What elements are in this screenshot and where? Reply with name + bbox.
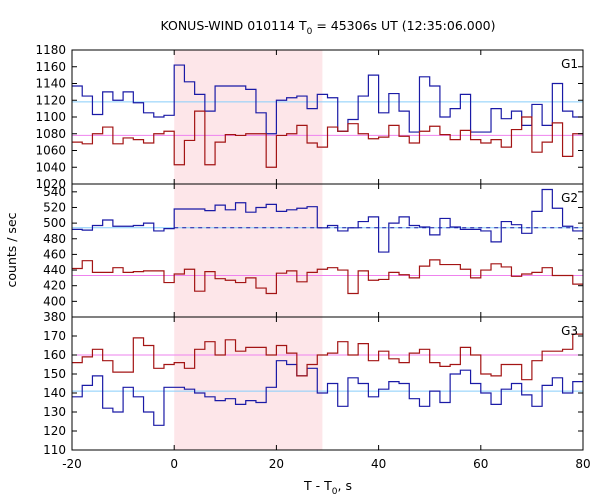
y-tick-label: 1040 [35, 160, 66, 174]
y-tick-label: 1100 [35, 110, 66, 124]
y-tick-label: 500 [43, 216, 66, 230]
x-tick-label: 80 [575, 457, 590, 471]
y-tick-label: 110 [43, 443, 66, 457]
panel-g1: 1020 1040 1060 1080 1100 1120 1140 1160 1180 G1 [35, 43, 584, 191]
series-red [72, 110, 583, 168]
y-tick-label: 1120 [35, 93, 66, 107]
y-tick-label: 380 [43, 310, 66, 324]
x-tick-label: -20 [62, 457, 82, 471]
series-blue [72, 188, 583, 253]
y-tick-label: 1020 [35, 177, 66, 191]
y-tick-label: 1080 [35, 127, 66, 141]
series-blue [72, 64, 583, 135]
plot-area: 102010401060108011001120114011601180G138… [35, 43, 590, 471]
y-tick-label: 1180 [35, 43, 66, 57]
panel-label: G3 [561, 324, 578, 338]
y-tick-label: 150 [43, 367, 66, 381]
y-tick-label: 130 [43, 405, 66, 419]
title-prefix: KONUS-WIND 010114 T [160, 18, 306, 33]
x-tick-label: 20 [269, 457, 284, 471]
x-tick-label: 60 [473, 457, 488, 471]
panel-label: G2 [561, 191, 578, 205]
series-red [72, 333, 583, 381]
y-tick-label: 520 [43, 200, 66, 214]
panel-g3: 110 120 130 140 150 160 170 G3 [43, 316, 584, 457]
y-tick-label: 480 [43, 232, 66, 246]
y-tick-label: 460 [43, 247, 66, 261]
x-tick-label: 40 [371, 457, 386, 471]
panel-label: G1 [561, 57, 578, 71]
y-tick-label: 160 [43, 348, 66, 362]
y-tick-label: 440 [43, 263, 66, 277]
y-tick-label: 540 [43, 185, 66, 199]
y-tick-label: 1060 [35, 144, 66, 158]
series-blue [72, 360, 583, 426]
x-axis-label-suffix: , s [338, 478, 352, 493]
x-axis-label-subscript: 0 [332, 487, 338, 497]
series-red [72, 259, 583, 295]
y-axis-label: counts / sec [4, 212, 19, 287]
shaded-interval [174, 50, 323, 184]
y-tick-label: 120 [43, 424, 66, 438]
title-subscript: 0 [307, 27, 313, 37]
y-tick-label: 420 [43, 279, 66, 293]
title-suffix: = 45306s UT (12:35:06.000) [312, 18, 495, 33]
chart-title: KONUS-WIND 010114 T0 = 45306s UT (12:35:… [160, 18, 495, 37]
y-tick-label: 1160 [35, 60, 66, 74]
x-tick-label: 0 [170, 457, 178, 471]
panel-frame [71, 316, 584, 451]
panel-frame [71, 183, 584, 318]
y-tick-label: 170 [43, 329, 66, 343]
shaded-interval [174, 317, 323, 450]
panel-frame [71, 49, 584, 185]
y-tick-label: 1140 [35, 77, 66, 91]
shaded-interval [174, 184, 323, 317]
y-tick-label: 140 [43, 386, 66, 400]
y-tick-label: 400 [43, 294, 66, 308]
x-axis-label: T - T0, s [303, 478, 352, 497]
x-axis-label-prefix: T - T [303, 478, 332, 493]
